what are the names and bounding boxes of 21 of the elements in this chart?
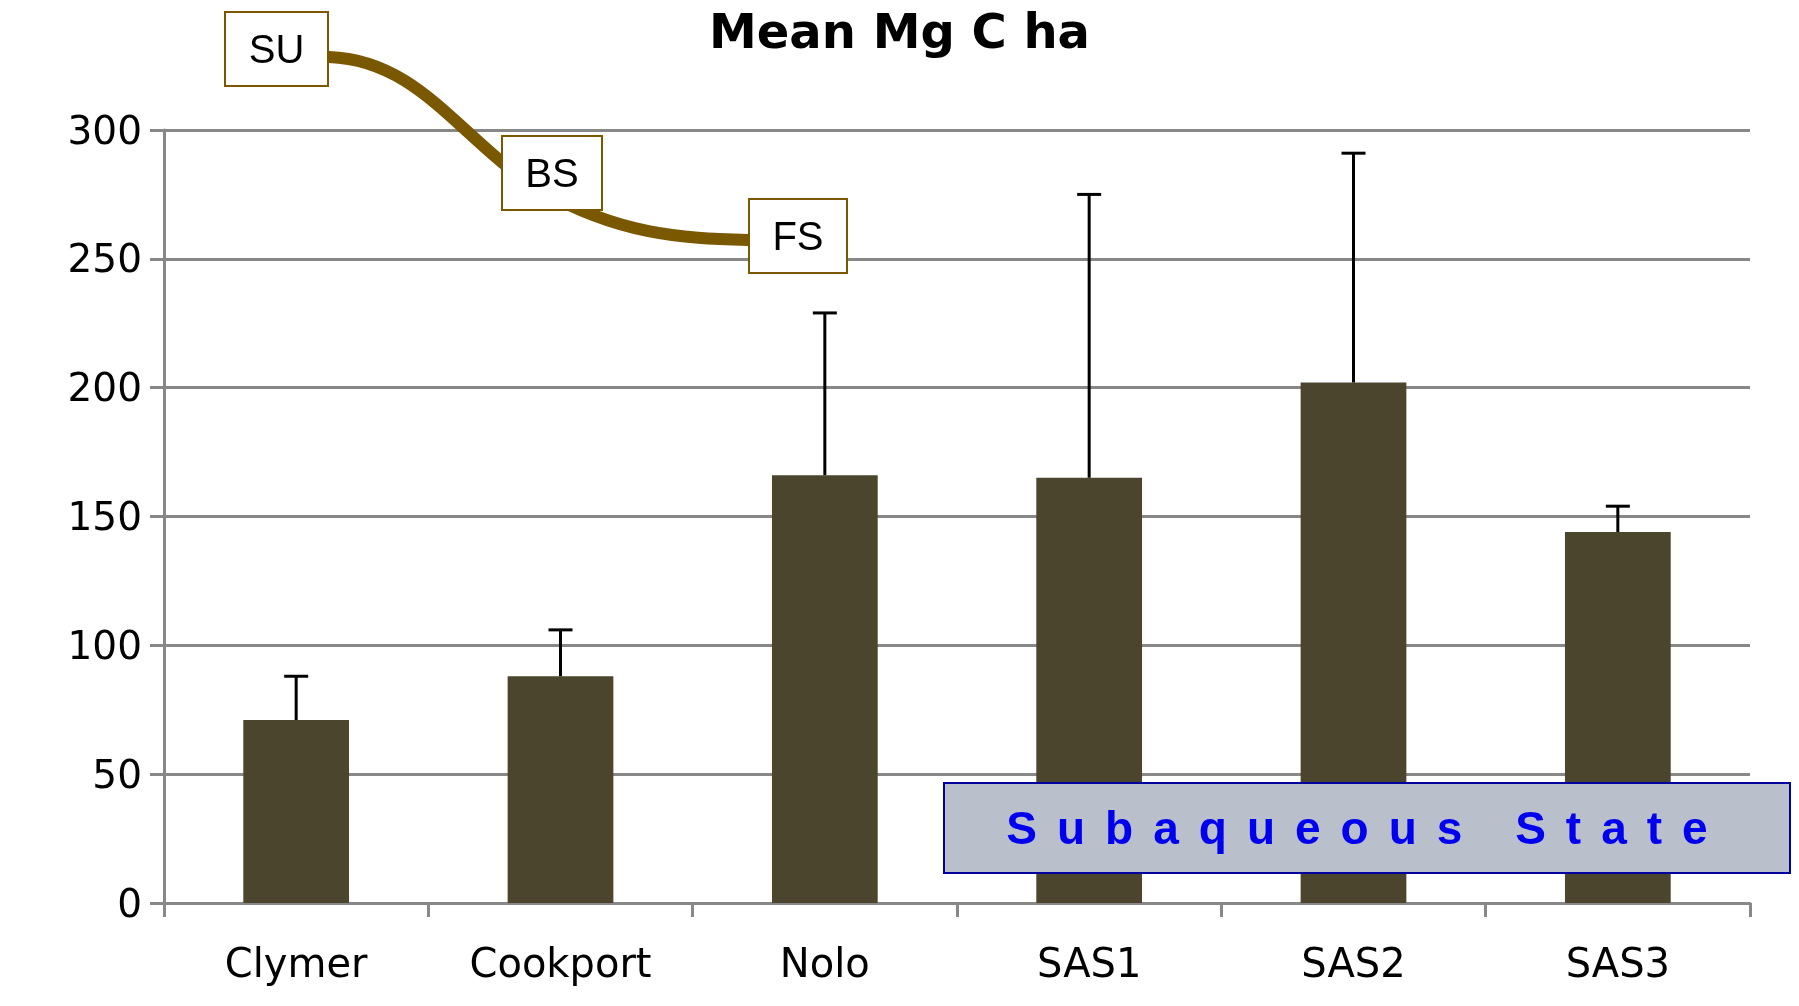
annotation: FS (748, 198, 848, 274)
y-tick-label: 0 (117, 880, 142, 926)
y-tick-label: 200 (67, 365, 142, 411)
text: SU (224, 11, 329, 87)
bar (507, 676, 614, 903)
chart-title: Mean Mg C ha (709, 3, 1090, 59)
x-tick-label: SAS2 (1301, 940, 1406, 986)
x-tick-label: Clymer (224, 940, 369, 986)
y-tick-label: 250 (67, 236, 142, 282)
bar (243, 720, 350, 903)
x-tick-label: Nolo (779, 940, 870, 986)
x-tick-label: Cookport (469, 940, 652, 986)
y-tick-label: 50 (92, 751, 142, 797)
y-tick-label: 300 (67, 107, 142, 153)
y-tick-label: 150 (67, 494, 142, 539)
x-tick-label: SAS3 (1565, 940, 1671, 986)
annotation: BS (501, 135, 603, 211)
x-tick-label: SAS1 (1036, 940, 1142, 986)
annotation: Subaqueous State (943, 782, 1791, 874)
y-tick-label: 100 (67, 622, 142, 668)
bar (771, 475, 878, 903)
